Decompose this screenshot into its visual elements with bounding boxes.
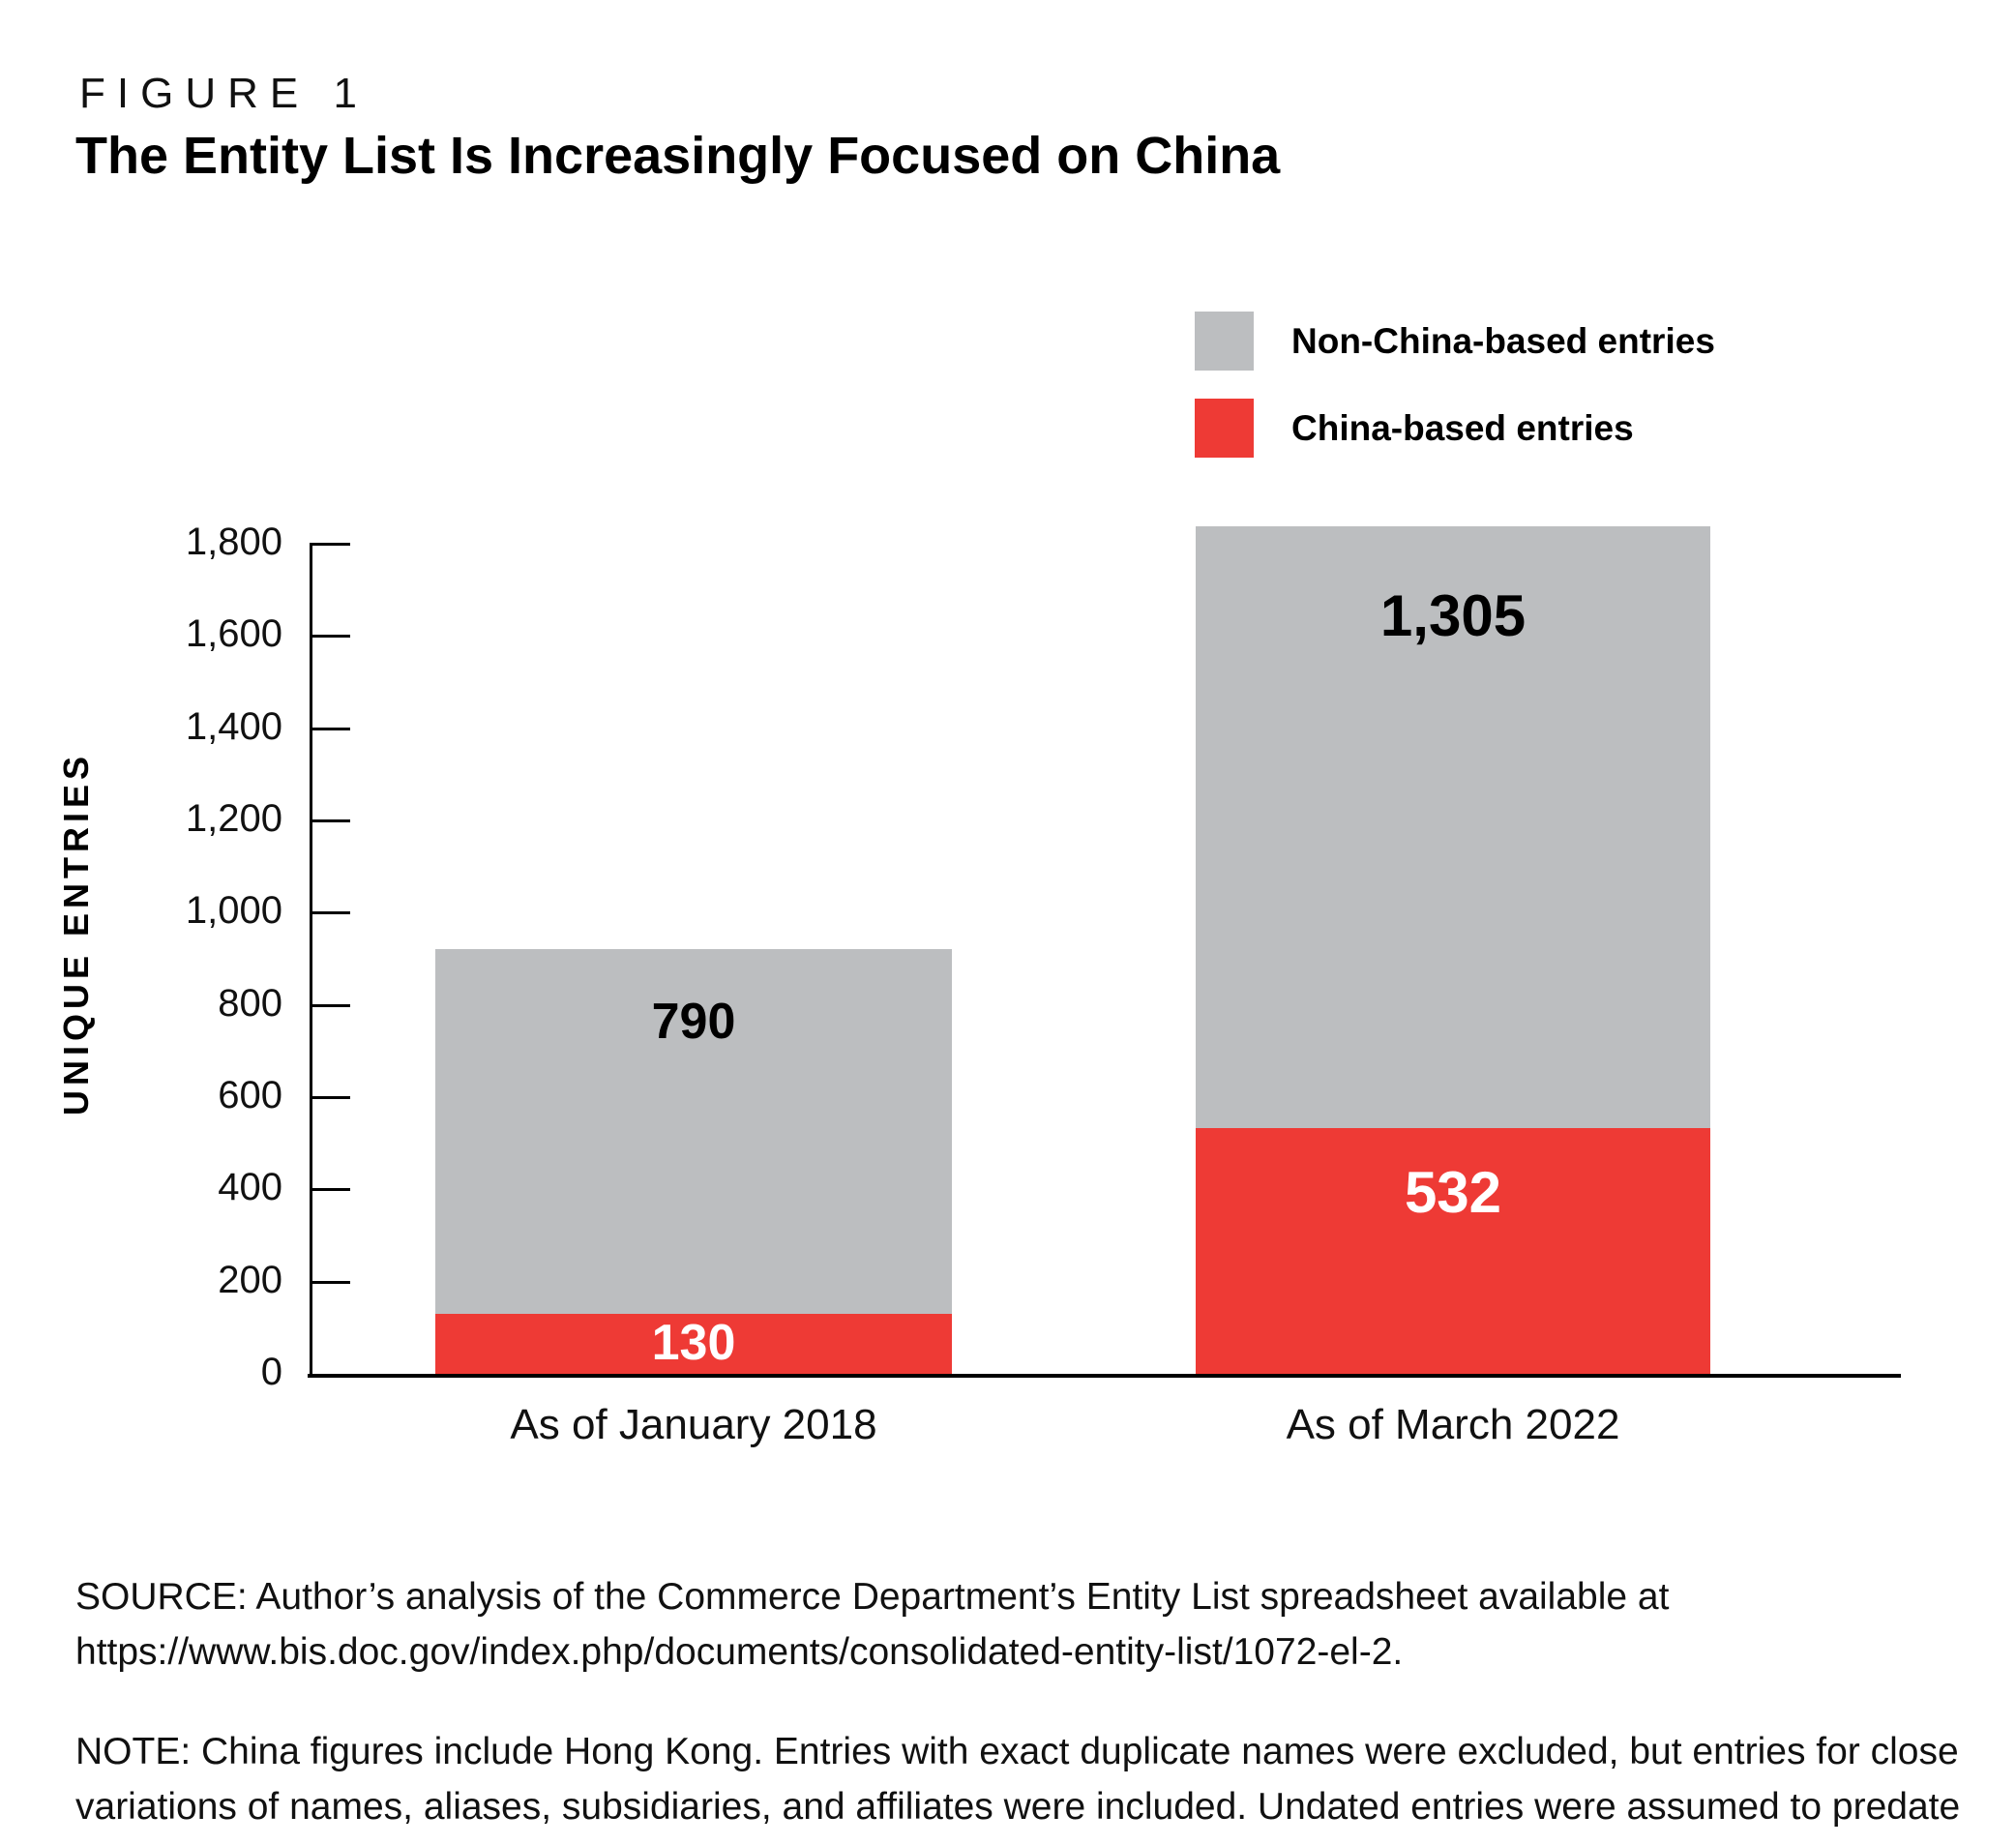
y-tick-label-800: 800: [218, 981, 282, 1025]
y-tick-1800: [310, 543, 350, 546]
legend-item-china: China-based entries: [1195, 399, 1634, 458]
y-tick-label-400: 400: [218, 1166, 282, 1209]
x-axis-label-mar-2022: As of March 2022: [1286, 1401, 1620, 1448]
y-tick-400: [310, 1188, 350, 1192]
y-tick-label-600: 600: [218, 1074, 282, 1116]
bar-1-china-segment: [435, 1314, 952, 1374]
y-tick-1400: [310, 727, 350, 730]
figure-title: The Entity List Is Increasingly Focused …: [75, 127, 1281, 185]
y-tick-200: [310, 1280, 350, 1284]
y-tick-label-1400: 1,400: [185, 704, 282, 748]
y-tick-label-0: 0: [260, 1351, 282, 1393]
legend-item-non-china: Non-China-based entries: [1195, 312, 1715, 371]
y-tick-1600: [310, 635, 350, 639]
y-tick-1200: [310, 819, 350, 822]
bar-2-china-value: 532: [1404, 1160, 1502, 1226]
y-tick-label-200: 200: [218, 1258, 282, 1301]
source-line-1: SOURCE: Author’s analysis of the Commerc…: [75, 1576, 1670, 1618]
bar-2-non-china-segment: [1196, 526, 1710, 1129]
note-text: NOTE: China figures include Hong Kong. E…: [75, 1731, 1961, 1845]
bar-2-china-segment: [1196, 1128, 1710, 1374]
y-tick-600: [310, 1096, 350, 1099]
legend-label-china: China-based entries: [1291, 408, 1634, 448]
bar-1-china-value: 130: [651, 1315, 736, 1372]
y-tick-800: [310, 1003, 350, 1007]
legend-swatch-non-china-icon: [1195, 312, 1254, 371]
legend-swatch-china-icon: [1195, 399, 1254, 458]
x-axis-label-jan-2018: As of January 2018: [510, 1401, 877, 1448]
bar-1-non-china-value: 790: [651, 994, 736, 1051]
y-tick-1000: [310, 911, 350, 915]
bar-1-non-china-segment: [435, 949, 952, 1315]
bar-2-non-china-value: 1,305: [1379, 583, 1527, 649]
x-axis-line: [308, 1374, 1901, 1378]
source-text: SOURCE: Author’s analysis of the Commerc…: [75, 1569, 1962, 1680]
y-tick-label-1000: 1,000: [185, 889, 282, 933]
source-line-2: https://www.bis.doc.gov/index.php/docume…: [75, 1631, 1404, 1673]
y-tick-label-1800: 1,800: [185, 521, 282, 563]
y-axis-line: [310, 544, 312, 1378]
y-tick-label-1600: 1,600: [185, 612, 282, 656]
figure-label: FIGURE 1: [79, 70, 369, 117]
legend-label-non-china: Non-China-based entries: [1291, 321, 1715, 361]
y-tick-label-1200: 1,200: [185, 797, 282, 840]
